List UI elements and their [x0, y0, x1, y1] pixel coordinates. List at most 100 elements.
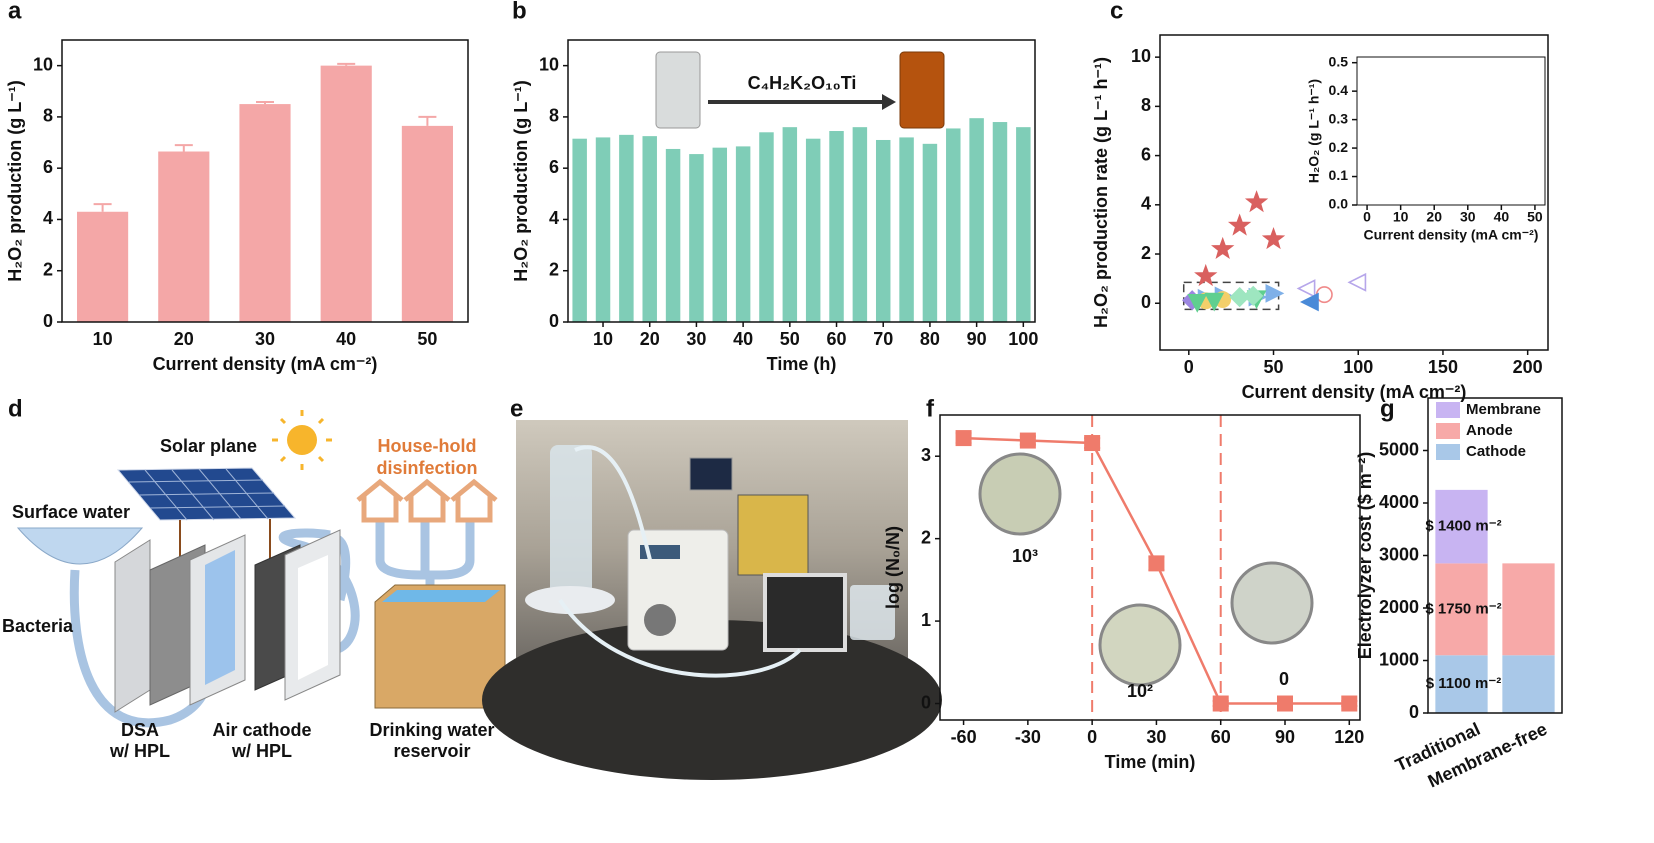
- bar: [158, 151, 210, 322]
- x-axis-label: Current density (mA cm⁻²): [1364, 227, 1539, 243]
- label: disinfection: [376, 458, 477, 478]
- marker: [1341, 695, 1358, 712]
- y-tick-label: 10: [33, 54, 53, 74]
- label: w/ HPL: [231, 741, 292, 761]
- y-tick-label: 0.3: [1329, 110, 1349, 126]
- x-tick-label: 50: [780, 329, 800, 349]
- legend-label: Cathode: [1466, 443, 1526, 460]
- y-tick-label: 6: [43, 157, 53, 177]
- label: Bacteria: [2, 616, 74, 636]
- error-bar: [174, 144, 193, 152]
- x-tick-label: 30: [255, 329, 275, 349]
- marker: [1084, 435, 1101, 452]
- bar: [782, 127, 798, 322]
- x-tick-label: 50: [1527, 209, 1543, 225]
- bar: [689, 154, 704, 322]
- y-tick-label: 0.1: [1329, 167, 1349, 183]
- x-tick-label: 40: [733, 329, 753, 349]
- plot-frame: [567, 39, 1036, 323]
- y-tick-label: 8: [549, 106, 559, 126]
- x-tick-label: 60: [1211, 727, 1231, 747]
- y-tick-label: 0.2: [1329, 139, 1349, 155]
- x-tick-label: 60: [827, 329, 847, 349]
- y-tick-label: 6: [1141, 144, 1151, 164]
- panel-label: g: [1380, 395, 1395, 422]
- y-tick-label: 0.4: [1329, 82, 1349, 98]
- label: w/ HPL: [109, 741, 170, 761]
- y-tick-label: 1: [921, 610, 931, 630]
- beaker: [850, 585, 895, 640]
- marker: [1265, 284, 1285, 303]
- y-tick-label: 5000: [1379, 439, 1419, 459]
- bar: [759, 132, 774, 322]
- membrane: [205, 550, 235, 685]
- marker: [955, 430, 972, 447]
- x-tick-label: 90: [1275, 727, 1295, 747]
- bar-segment: [1435, 563, 1488, 656]
- x-tick-label: 100: [1008, 329, 1038, 349]
- table: [482, 620, 942, 780]
- x-tick-label: 40: [336, 329, 356, 349]
- x-tick-label: 10: [593, 329, 613, 349]
- x-tick-label: 20: [1426, 209, 1442, 225]
- error-bar: [256, 101, 274, 105]
- bar: [401, 125, 453, 322]
- bar: [899, 137, 914, 322]
- x-tick-label: 10: [1393, 209, 1409, 225]
- panel-label: b: [512, 0, 527, 24]
- plot-frame: [1159, 34, 1549, 351]
- x-tick-label: 100: [1343, 357, 1373, 377]
- dish: [1230, 561, 1314, 645]
- x-tick-label: 0: [1184, 357, 1194, 377]
- houses: [356, 478, 498, 523]
- label: Air cathode: [212, 720, 311, 740]
- bar: [922, 143, 938, 322]
- marker: [1204, 292, 1225, 312]
- x-tick-label: 70: [873, 329, 893, 349]
- bar: [829, 131, 844, 322]
- bar: [619, 134, 634, 322]
- plot-frame: [1356, 56, 1546, 206]
- error-bar: [337, 62, 356, 66]
- marker: [1277, 695, 1293, 712]
- x-tick-label: 50: [417, 329, 437, 349]
- x-tick-label: 20: [640, 329, 660, 349]
- y-tick-label: 0: [549, 311, 559, 331]
- bar-segment: [1502, 655, 1555, 713]
- y-tick-label: 0: [43, 311, 53, 331]
- panel-label: a: [8, 0, 22, 24]
- cell: [763, 573, 847, 652]
- x-tick-label: 20: [174, 329, 194, 349]
- y-tick-label: 2: [1141, 243, 1151, 263]
- label: DSA: [121, 720, 159, 740]
- marker: [1212, 695, 1229, 712]
- legend-label: Anode: [1466, 422, 1513, 439]
- x-tick-label: 30: [1146, 727, 1166, 747]
- panel-label: f: [926, 395, 935, 422]
- x-tick-label: 40: [1494, 209, 1510, 225]
- label: House-hold: [378, 436, 477, 456]
- bowl: [16, 527, 144, 565]
- bar: [320, 65, 372, 323]
- plate: [114, 539, 151, 713]
- legend-swatch: [1436, 423, 1460, 439]
- y-axis-label: H₂O₂ (g L⁻¹ h⁻¹): [1306, 79, 1322, 183]
- legend-label: Membrane: [1466, 401, 1541, 418]
- y-tick-label: 8: [1141, 95, 1151, 115]
- y-tick-label: 3000: [1379, 544, 1419, 564]
- plot-frame: [61, 39, 469, 323]
- x-tick-label: -30: [1015, 727, 1041, 747]
- y-tick-label: 2: [43, 259, 53, 279]
- error-bar: [93, 203, 112, 212]
- y-tick-label: 4: [1141, 194, 1151, 214]
- marker: [1019, 432, 1036, 449]
- bar: [805, 138, 821, 322]
- y-axis-label: log (N₀/N): [883, 526, 903, 609]
- y-tick-label: 2: [549, 259, 559, 279]
- bar: [665, 148, 681, 322]
- y-axis-label: H₂O₂ production rate (g L⁻¹ h⁻¹): [1091, 57, 1111, 328]
- petri-dishes: [978, 452, 1314, 687]
- marker: [1261, 226, 1286, 250]
- beaker-orange: [899, 51, 945, 129]
